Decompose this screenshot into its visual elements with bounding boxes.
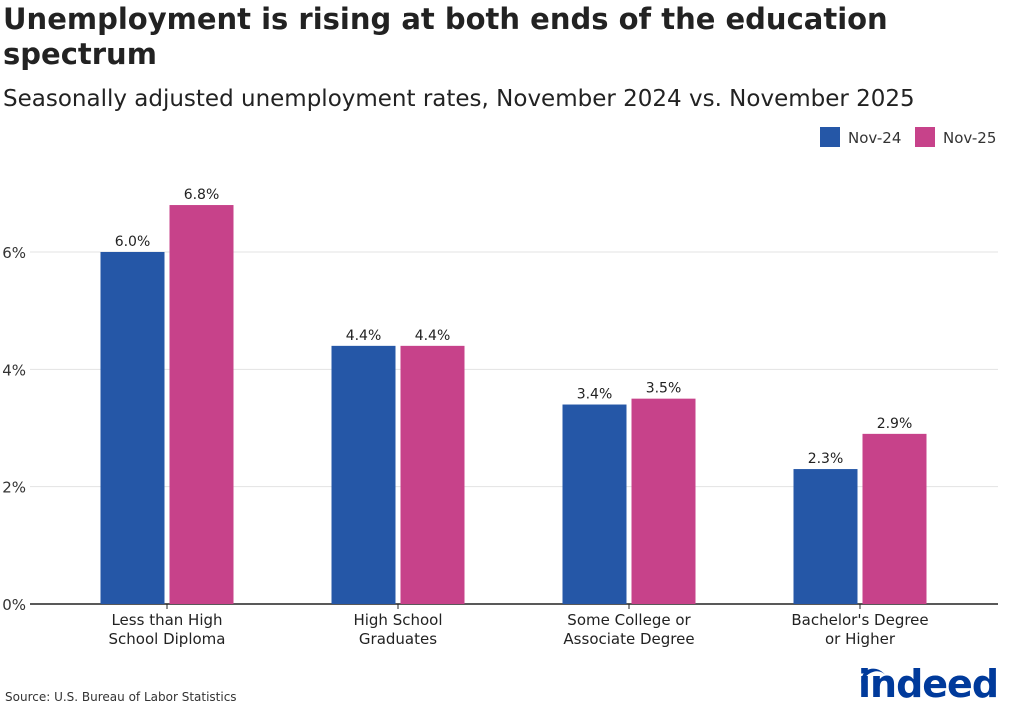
x-tick-label: High School bbox=[353, 611, 442, 629]
legend-swatch bbox=[820, 127, 840, 147]
data-label: 4.4% bbox=[415, 328, 451, 344]
bar-nov-24 bbox=[100, 251, 165, 605]
x-tick-label: School Diploma bbox=[109, 630, 226, 648]
bar-nov-25 bbox=[631, 398, 696, 604]
y-tick-label: 2% bbox=[2, 479, 26, 497]
y-tick-label: 4% bbox=[2, 361, 26, 379]
bar-nov-24 bbox=[331, 345, 396, 604]
data-label: 2.9% bbox=[877, 416, 913, 432]
bar-nov-25 bbox=[862, 433, 927, 604]
indeed-logo: indeed bbox=[855, 662, 999, 706]
x-tick-label: or Higher bbox=[825, 630, 896, 648]
legend-label: Nov-24 bbox=[848, 129, 901, 147]
data-label: 6.0% bbox=[115, 234, 151, 250]
y-tick-label: 6% bbox=[2, 244, 26, 262]
legend-swatch bbox=[915, 127, 935, 147]
data-label: 3.4% bbox=[577, 387, 613, 403]
bar-nov-24 bbox=[793, 469, 858, 604]
chart-subtitle: Seasonally adjusted unemployment rates, … bbox=[3, 86, 915, 112]
x-tick-label: Bachelor's Degree bbox=[791, 611, 928, 629]
bar-nov-25 bbox=[169, 205, 234, 604]
x-tick-label: Graduates bbox=[359, 630, 437, 648]
source-note: Source: U.S. Bureau of Labor Statistics bbox=[5, 690, 237, 704]
legend-label: Nov-25 bbox=[943, 129, 996, 147]
data-label: 6.8% bbox=[184, 187, 220, 203]
x-tick-label: Less than High bbox=[111, 611, 222, 629]
x-tick-label: Some College or bbox=[567, 611, 691, 629]
bar-nov-25 bbox=[400, 345, 465, 604]
y-tick-label: 0% bbox=[2, 596, 26, 614]
x-tick-label: Associate Degree bbox=[563, 630, 694, 648]
data-label: 3.5% bbox=[646, 381, 682, 397]
data-label: 2.3% bbox=[808, 451, 844, 467]
data-label: 4.4% bbox=[346, 328, 382, 344]
chart-title: Unemployment is rising at both ends of t… bbox=[3, 2, 888, 71]
bar-nov-24 bbox=[562, 404, 627, 604]
